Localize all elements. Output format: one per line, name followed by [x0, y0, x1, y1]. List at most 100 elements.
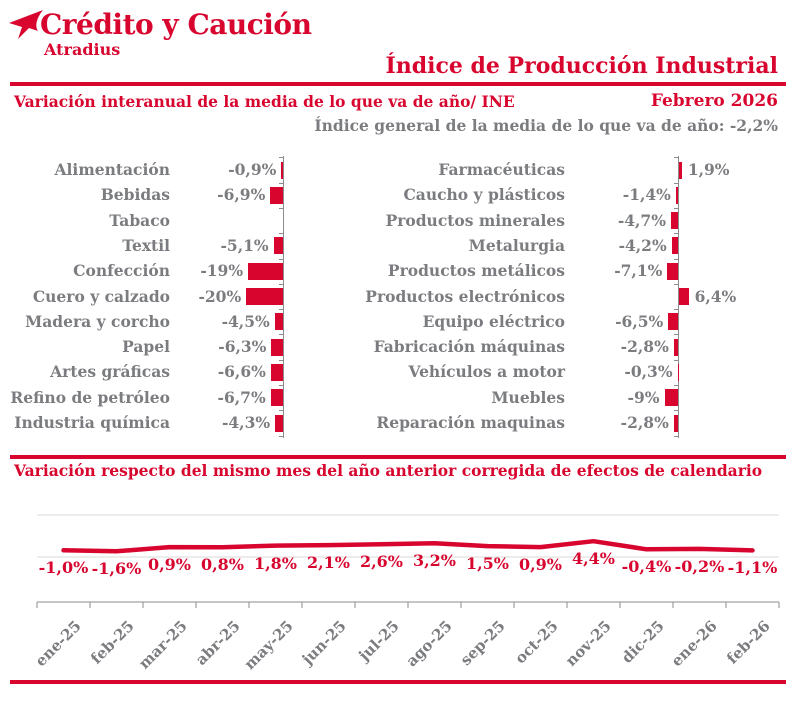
value-label: -5,1%	[220, 235, 269, 255]
bar	[673, 338, 678, 356]
axis-tick	[279, 182, 283, 184]
bar	[670, 212, 678, 230]
axis-tick	[279, 258, 283, 260]
left-subtitle: Variación interanual de la media de lo q…	[14, 92, 515, 111]
category-label: Confección	[73, 261, 170, 281]
data-label: 2,1%	[306, 553, 351, 573]
data-label: -1,1%	[727, 558, 778, 578]
category-label: Farmacéuticas	[438, 160, 565, 179]
top-divider	[10, 82, 786, 86]
category-label: Productos electrónicos	[365, 286, 565, 306]
value-label: -6,9%	[217, 185, 266, 205]
value-label: 6,4%	[694, 286, 737, 306]
axis-tick	[279, 283, 283, 285]
category-label: Equipo eléctrico	[422, 311, 565, 331]
axis-tick	[279, 410, 283, 412]
axis-tick	[674, 258, 678, 260]
bar	[671, 237, 678, 255]
value-label: -19%	[200, 261, 244, 281]
value-label: -6,3%	[218, 337, 267, 357]
category-label: Vehículos a motor	[408, 362, 565, 382]
bar	[664, 389, 678, 407]
data-label: -0,4%	[621, 557, 672, 577]
axis-tick	[279, 334, 283, 336]
bar	[281, 161, 283, 179]
category-label: Muebles	[491, 387, 565, 407]
axis-tick	[279, 157, 283, 159]
category-label: Metalurgia	[468, 235, 565, 255]
category-label: Madera y corcho	[25, 311, 170, 331]
category-label: Textil	[122, 235, 170, 255]
axis-tick	[279, 359, 283, 361]
brand-bird-icon	[9, 10, 43, 39]
value-label: -7,1%	[614, 261, 663, 281]
value-label: -0,3%	[624, 362, 673, 382]
category-label: Reparación maquinas	[376, 413, 565, 432]
category-label: Artes gráficas	[50, 362, 170, 382]
bar	[246, 288, 283, 305]
category-label: Refino de petróleo	[10, 387, 170, 407]
data-label: 3,2%	[412, 551, 457, 571]
category-label: Alimentación	[54, 160, 170, 179]
bar	[667, 262, 678, 280]
axis-tick	[674, 359, 678, 361]
data-label: -1,6%	[91, 559, 142, 579]
axis-tick	[279, 233, 283, 235]
category-label: Bebidas	[100, 185, 170, 205]
value-label: -6,7%	[217, 387, 266, 407]
period-label: Febrero 2026	[650, 91, 778, 111]
data-line	[61, 538, 755, 554]
axis-tick	[674, 309, 678, 311]
axis-tick	[674, 233, 678, 235]
axis-tick	[674, 182, 678, 184]
bar	[248, 262, 283, 280]
category-label: Productos minerales	[385, 210, 565, 230]
value-label: -4,2%	[618, 235, 667, 255]
line-chart-monthly: -1,0% ene-25 -1,6% feb-25 0,9% mar-25 0,8% abr-…	[0, 505, 796, 701]
axis-tick	[674, 207, 678, 209]
brand-sub-wordmark: Atradius	[44, 40, 121, 59]
value-label: -20%	[198, 286, 242, 306]
value-label: -2,8%	[620, 413, 669, 432]
value-label: -6,6%	[217, 362, 266, 382]
bar	[274, 313, 283, 331]
axis-tick	[674, 157, 678, 159]
axis-tick	[279, 309, 283, 311]
data-label: 0,9%	[518, 555, 563, 575]
value-label: -0,9%	[228, 160, 277, 179]
general-index-label: Índice general de la media de lo que va …	[314, 116, 778, 135]
axis-tick	[674, 334, 678, 336]
bar	[679, 161, 682, 179]
axis-tick	[279, 385, 283, 387]
bar	[271, 338, 283, 356]
category-label: Cuero y calzado	[32, 286, 170, 306]
data-label: 0,9%	[147, 555, 192, 575]
category-label: Caucho y plásticos	[403, 185, 565, 205]
value-label: -4,3%	[221, 413, 271, 432]
brand-wordmark: Crédito y Caución	[40, 8, 312, 41]
axis-tick	[674, 385, 678, 387]
bar	[270, 363, 283, 381]
value-label: -6,5%	[615, 311, 664, 331]
axis-tick	[674, 410, 678, 412]
axis-tick	[674, 283, 678, 285]
section2-title: Variación respecto del mismo mes del año…	[14, 461, 763, 480]
bar	[275, 414, 283, 432]
value-label: -4,7%	[617, 210, 666, 230]
bar	[270, 186, 283, 204]
axis-tick	[279, 435, 283, 437]
category-label: Tabaco	[109, 210, 170, 230]
data-label: -0,2%	[674, 556, 725, 576]
bar-chart-left: Alimentación -0,9% Bebidas -6,9% Tabaco Texti…	[0, 150, 398, 442]
data-label: 4,4%	[571, 549, 616, 569]
bar	[668, 313, 678, 331]
data-label: 2,6%	[359, 552, 404, 572]
category-label: Papel	[122, 337, 170, 357]
value-label: -4,5%	[221, 311, 270, 331]
bar-chart-axis	[283, 156, 284, 438]
bar	[270, 389, 283, 407]
axis-tick	[279, 207, 283, 209]
bottom-divider	[10, 680, 786, 684]
bar	[675, 186, 678, 204]
